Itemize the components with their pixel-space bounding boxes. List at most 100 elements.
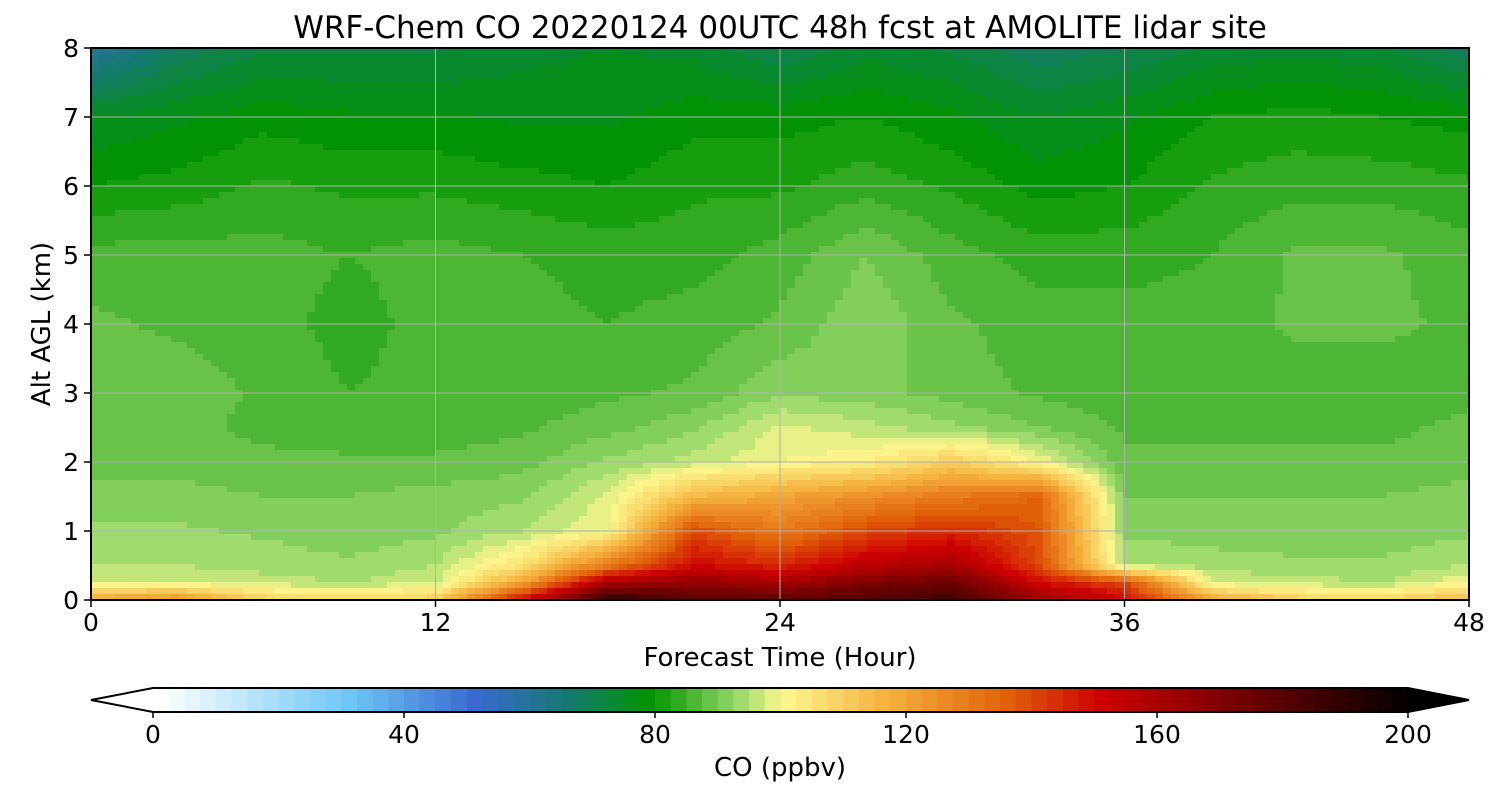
field-cell bbox=[747, 174, 756, 181]
field-cell bbox=[219, 186, 228, 193]
field-cell bbox=[1003, 132, 1012, 139]
field-cell bbox=[515, 216, 524, 223]
field-cell bbox=[1075, 126, 1084, 133]
field-cell bbox=[1147, 60, 1156, 67]
field-cell bbox=[123, 96, 132, 103]
field-cell bbox=[1347, 138, 1356, 145]
field-cell bbox=[1179, 96, 1188, 103]
field-cell bbox=[1307, 54, 1316, 61]
field-cell bbox=[275, 66, 284, 73]
field-cell bbox=[1211, 66, 1220, 73]
field-cell bbox=[651, 54, 660, 61]
field-cell bbox=[1243, 120, 1252, 127]
field-cell bbox=[1155, 186, 1164, 193]
field-cell bbox=[1331, 78, 1340, 85]
field-cell bbox=[1003, 120, 1012, 127]
field-cell bbox=[1195, 90, 1204, 97]
field-cell bbox=[323, 198, 332, 205]
field-cell bbox=[91, 48, 100, 55]
field-cell bbox=[1355, 156, 1364, 163]
field-cell bbox=[1075, 102, 1084, 109]
field-cell bbox=[1163, 78, 1172, 85]
field-cell bbox=[723, 96, 732, 103]
field-cell bbox=[443, 78, 452, 85]
field-cell bbox=[963, 78, 972, 85]
field-cell bbox=[259, 72, 268, 79]
field-cell bbox=[1131, 60, 1140, 67]
field-cell bbox=[291, 54, 300, 61]
field-cell bbox=[731, 126, 740, 133]
field-cell bbox=[875, 72, 884, 79]
field-cell bbox=[539, 90, 548, 97]
field-cell bbox=[227, 198, 236, 205]
field-cell bbox=[323, 90, 332, 97]
field-cell bbox=[1403, 180, 1412, 187]
field-cell bbox=[1099, 60, 1108, 67]
field-cell bbox=[1227, 132, 1236, 139]
field-cell bbox=[1035, 96, 1044, 103]
field-cell bbox=[763, 156, 772, 163]
field-cell bbox=[1251, 78, 1260, 85]
field-cell bbox=[1435, 120, 1444, 127]
field-cell bbox=[1011, 90, 1020, 97]
field-cell bbox=[1379, 156, 1388, 163]
field-cell bbox=[1187, 162, 1196, 169]
field-cell bbox=[379, 66, 388, 73]
field-cell bbox=[707, 60, 716, 67]
field-cell bbox=[515, 120, 524, 127]
field-cell bbox=[339, 186, 348, 193]
field-cell bbox=[123, 48, 132, 55]
field-cell bbox=[963, 150, 972, 157]
field-cell bbox=[1043, 138, 1052, 145]
field-cell bbox=[803, 168, 812, 175]
field-cell bbox=[563, 90, 572, 97]
field-cell bbox=[1203, 198, 1212, 205]
field-cell bbox=[379, 144, 388, 151]
field-cell bbox=[435, 186, 444, 193]
contour-field bbox=[91, 48, 1470, 601]
field-cell bbox=[1275, 186, 1284, 193]
field-cell bbox=[659, 162, 668, 169]
field-cell bbox=[1131, 96, 1140, 103]
field-cell bbox=[747, 66, 756, 73]
field-cell bbox=[1435, 60, 1444, 67]
field-cell bbox=[707, 54, 716, 61]
field-cell bbox=[467, 66, 476, 73]
field-cell bbox=[259, 102, 268, 109]
field-cell bbox=[691, 108, 700, 115]
field-cell bbox=[723, 60, 732, 67]
field-cell bbox=[1075, 48, 1084, 55]
field-cell bbox=[291, 186, 300, 193]
field-cell bbox=[539, 102, 548, 109]
field-cell bbox=[579, 126, 588, 133]
field-cell bbox=[667, 186, 676, 193]
field-cell bbox=[1123, 84, 1132, 91]
field-cell bbox=[875, 156, 884, 163]
field-cell bbox=[1003, 156, 1012, 163]
field-cell bbox=[115, 138, 124, 145]
field-cell bbox=[907, 186, 916, 193]
field-cell bbox=[715, 96, 724, 103]
field-cell bbox=[755, 126, 764, 133]
field-cell bbox=[139, 186, 148, 193]
field-cell bbox=[1371, 192, 1380, 199]
field-cell bbox=[739, 132, 748, 139]
field-cell bbox=[571, 216, 580, 223]
field-cell bbox=[179, 174, 188, 181]
field-cell bbox=[1027, 84, 1036, 91]
field-cell bbox=[1027, 108, 1036, 115]
field-cell bbox=[1195, 78, 1204, 85]
field-cell bbox=[163, 198, 172, 205]
field-cell bbox=[1067, 216, 1076, 223]
field-cell bbox=[779, 216, 788, 223]
field-cell bbox=[1291, 186, 1300, 193]
field-cell bbox=[99, 174, 108, 181]
field-cell bbox=[563, 162, 572, 169]
field-cell bbox=[1083, 144, 1092, 151]
field-cell bbox=[715, 192, 724, 199]
field-cell bbox=[435, 210, 444, 217]
field-cell bbox=[187, 120, 196, 127]
field-cell bbox=[475, 78, 484, 85]
field-cell bbox=[643, 132, 652, 139]
field-cell bbox=[731, 174, 740, 181]
